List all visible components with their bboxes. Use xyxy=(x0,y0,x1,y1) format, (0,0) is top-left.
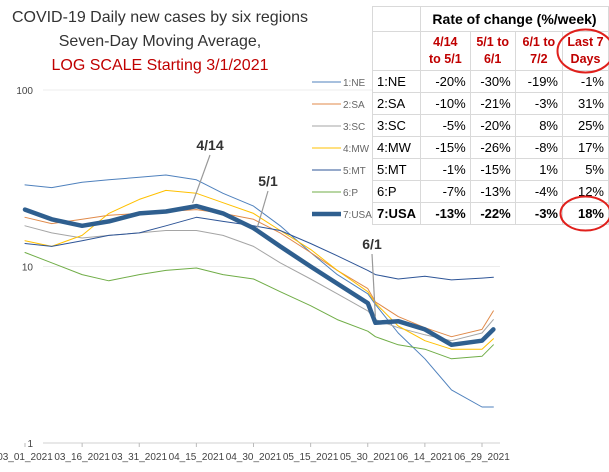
x-tick-label: 06_14_2021 xyxy=(397,452,453,463)
rate-cell: -4% xyxy=(514,180,564,203)
table-column-header: 4/14 to 5/1 xyxy=(420,31,471,71)
legend-label: 2:SA xyxy=(343,100,365,111)
column-header-line: 5/1 to xyxy=(476,35,509,49)
column-header-line: 6/1 to xyxy=(522,35,556,49)
rate-cell: 17% xyxy=(562,136,609,159)
region-cell: 6:P xyxy=(371,180,422,203)
rate-cell: -26% xyxy=(469,136,516,159)
x-tick-label: 03_16_2021 xyxy=(54,452,110,463)
table-column-header: 6/1 to 7/2 xyxy=(514,31,564,71)
y-tick-label: 1 xyxy=(27,439,33,450)
annotation-label: 6/1 xyxy=(362,236,382,252)
chart-title-log-line: LOG SCALE Starting 3/1/2021 xyxy=(51,57,268,74)
rate-cell: -3% xyxy=(514,92,564,115)
rate-cell: -1% xyxy=(420,158,471,181)
annotation-layer: 4/14 5/1 6/1 xyxy=(192,137,382,317)
series-line-1-ne xyxy=(24,174,494,408)
annotation-leader xyxy=(371,253,376,317)
annotation-leader xyxy=(192,154,211,204)
legend-label: 3:SC xyxy=(343,122,365,133)
table-row: 1:NE -20% -30% -19% -1% xyxy=(371,70,609,93)
column-header-line: 4/14 xyxy=(433,35,458,49)
region-cell: 5:MT xyxy=(371,158,422,181)
table-row: 6:P -7% -13% -4% 12% xyxy=(371,180,609,203)
annotation-label: 5/1 xyxy=(258,173,278,189)
series-line-2-sa xyxy=(24,209,494,338)
annotation-label: 4/14 xyxy=(196,137,223,153)
column-header-line: Last 7 xyxy=(567,35,604,49)
legend-label: 1:NE xyxy=(343,78,366,89)
table-column-header: 5/1 to 6/1 xyxy=(469,31,516,71)
rate-of-change-table: Rate of change (%/week) 4/14 to 5/1 5/1 to… xyxy=(371,6,609,225)
column-header-line: Days xyxy=(570,52,601,66)
table-row: 5:MT -1% -15% 1% 5% xyxy=(371,158,609,181)
rate-cell: -20% xyxy=(469,114,516,137)
x-tick-label: 05_30_2021 xyxy=(340,452,396,463)
rate-cell: 25% xyxy=(562,114,609,137)
column-header-line: to 5/1 xyxy=(429,52,462,66)
x-tick-label: 06_29_2021 xyxy=(454,452,510,463)
series-line-6-p xyxy=(24,252,494,360)
table-corner xyxy=(371,31,422,71)
series-line-5-mt xyxy=(24,216,494,281)
chart-title-line: Seven-Day Moving Average, xyxy=(59,33,261,50)
table-row: 4:MW -15% -26% -8% 17% xyxy=(371,136,609,159)
column-header-line: 7/2 xyxy=(530,52,548,66)
rate-cell: -5% xyxy=(420,114,471,137)
rate-cell: -1% xyxy=(562,70,609,93)
chart-title-line: COVID-19 Daily new cases by six regions xyxy=(12,9,308,26)
region-cell: 1:NE xyxy=(371,70,422,93)
table-column-header: Last 7 Days xyxy=(562,31,609,71)
rate-cell: -13% xyxy=(420,202,471,225)
legend-label: 5:MT xyxy=(343,166,366,177)
chart-title: COVID-19 Daily new cases by six regions S… xyxy=(12,9,308,74)
column-header-line: 6/1 xyxy=(483,52,502,66)
rate-cell: -30% xyxy=(469,70,516,93)
region-cell: 3:SC xyxy=(371,114,422,137)
series-layer xyxy=(22,174,496,408)
x-tick-label: 04_15_2021 xyxy=(169,452,225,463)
table-caption: Rate of change (%/week) xyxy=(420,6,609,32)
rate-cell: 18% xyxy=(562,202,609,225)
table-row: 2:SA -10% -21% -3% 31% xyxy=(371,92,609,115)
legend-label: 6:P xyxy=(343,188,358,199)
rate-cell: 8% xyxy=(514,114,564,137)
x-tick-label: 05_15_2021 xyxy=(283,452,339,463)
rate-cell: 1% xyxy=(514,158,564,181)
rate-cell: -15% xyxy=(469,158,516,181)
region-cell: 4:MW xyxy=(371,136,422,159)
table-row: 7:USA -13% -22% -3% 18% xyxy=(371,202,609,225)
legend-label: 7:USA xyxy=(343,210,372,221)
rate-cell: 12% xyxy=(562,180,609,203)
rate-cell: 5% xyxy=(562,158,609,181)
rate-cell: -22% xyxy=(469,202,516,225)
rate-cell: -7% xyxy=(420,180,471,203)
x-tick-label: 04_30_2021 xyxy=(226,452,282,463)
rate-cell: -10% xyxy=(420,92,471,115)
chart-axes: 1 10 100 03_01_2021 03_16_2021 03_31_2021 04_1… xyxy=(0,86,510,463)
table-row: 3:SC -5% -20% 8% 25% xyxy=(371,114,609,137)
y-tick-label: 100 xyxy=(16,86,33,97)
rate-cell: -13% xyxy=(469,180,516,203)
series-line-7-usa xyxy=(22,203,496,348)
x-tick-label: 03_31_2021 xyxy=(111,452,167,463)
legend-label: 4:MW xyxy=(343,144,370,155)
y-tick-label: 10 xyxy=(22,263,34,274)
rate-cell: -15% xyxy=(420,136,471,159)
rate-cell: -19% xyxy=(514,70,564,93)
rate-cell: -21% xyxy=(469,92,516,115)
table-header-row: 4/14 to 5/1 5/1 to 6/1 6/1 to 7/2 Last 7 Days xyxy=(371,31,609,71)
series-line-3-sc xyxy=(24,225,494,342)
rate-cell: -20% xyxy=(420,70,471,93)
region-cell: 7:USA xyxy=(371,202,422,225)
rate-cell: 31% xyxy=(562,92,609,115)
x-tick-label: 03_01_2021 xyxy=(0,452,53,463)
legend: 1:NE 2:SA 3:SC 4:MW 5:MT 6:P 7:USA xyxy=(312,78,372,221)
rate-cell: -8% xyxy=(514,136,564,159)
annotation-leader xyxy=(256,190,269,228)
region-cell: 2:SA xyxy=(371,92,422,115)
rate-cell: -3% xyxy=(514,202,564,225)
